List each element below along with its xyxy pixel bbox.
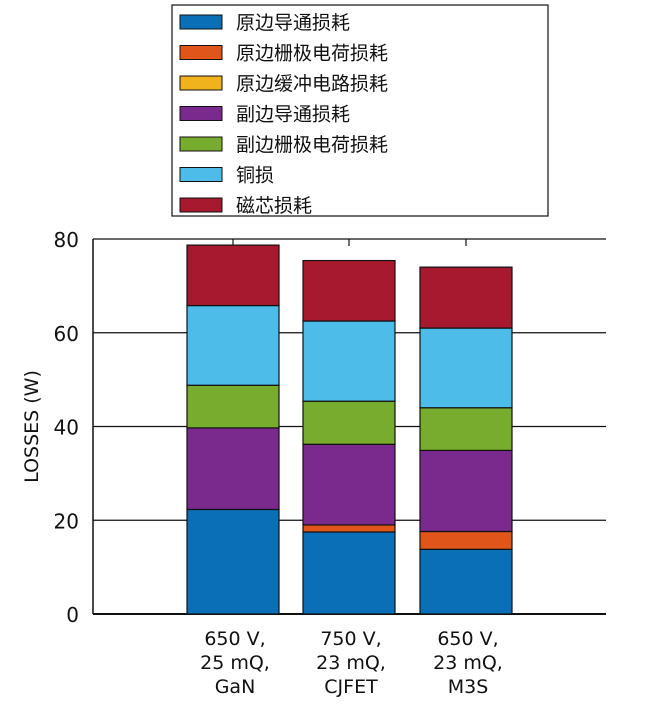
x-category-label: 23 mQ, (433, 652, 503, 674)
bar-segment-3-series-4 (419, 449, 513, 533)
bar-segment-2-series-5 (302, 400, 396, 445)
x-category-label: GaN (215, 676, 256, 698)
bar-segment-3-series-6 (419, 327, 513, 409)
bar-segment-2-series-6 (302, 320, 396, 402)
legend-swatch (179, 106, 223, 121)
y-axis-label: LOSSES (W) (21, 370, 43, 483)
legend-swatch (179, 14, 223, 30)
bar-segment-3-series-1 (419, 548, 513, 615)
bar-segment-1-series-4 (186, 427, 280, 511)
x-category-label: 750 V, (320, 628, 381, 650)
legend-swatch (179, 75, 223, 91)
bar-segment-3-series-7 (419, 266, 513, 329)
x-category-label: CJFET (324, 676, 378, 698)
legend-label: 磁芯损耗 (236, 195, 312, 217)
x-category-label: 650 V, (437, 628, 498, 650)
x-category-label: M3S (448, 676, 489, 698)
bar-segment-2-series-2 (302, 524, 396, 533)
x-category-label: 23 mQ, (316, 652, 386, 674)
legend-box (171, 4, 549, 217)
bar-segment-1-series-1 (186, 508, 280, 615)
legend-swatch (179, 45, 223, 60)
legend-label: 副边栅极电荷损耗 (236, 134, 388, 156)
legend-label: 副边导通损耗 (236, 104, 350, 126)
legend-swatch (179, 167, 223, 182)
legend-label: 铜损 (236, 165, 274, 187)
y-tick-label: 20 (54, 509, 79, 533)
x-category-label: 650 V, (204, 628, 265, 650)
legend-label: 原边缓冲电路损耗 (236, 73, 388, 95)
bar-segment-1-series-6 (186, 304, 280, 386)
bar-segment-2-series-1 (302, 531, 396, 615)
bar-segment-2-series-7 (302, 259, 396, 322)
bar-segment-3-series-2 (419, 530, 513, 550)
bar-segment-1-series-7 (186, 244, 280, 307)
y-tick-label: 0 (66, 603, 79, 627)
legend-label: 原边导通损耗 (236, 12, 350, 34)
legend-swatch (179, 197, 223, 213)
y-tick-label: 60 (54, 322, 79, 346)
x-category-label: 25 mQ, (200, 652, 270, 674)
y-tick-label: 80 (54, 228, 79, 252)
bar-segment-2-series-4 (302, 443, 396, 526)
legend-swatch (179, 136, 223, 152)
bar-segment-1-series-5 (186, 384, 280, 429)
y-tick-label: 40 (54, 416, 79, 440)
legend-label: 原边栅极电荷损耗 (236, 43, 388, 65)
bar-segment-3-series-5 (419, 407, 513, 452)
